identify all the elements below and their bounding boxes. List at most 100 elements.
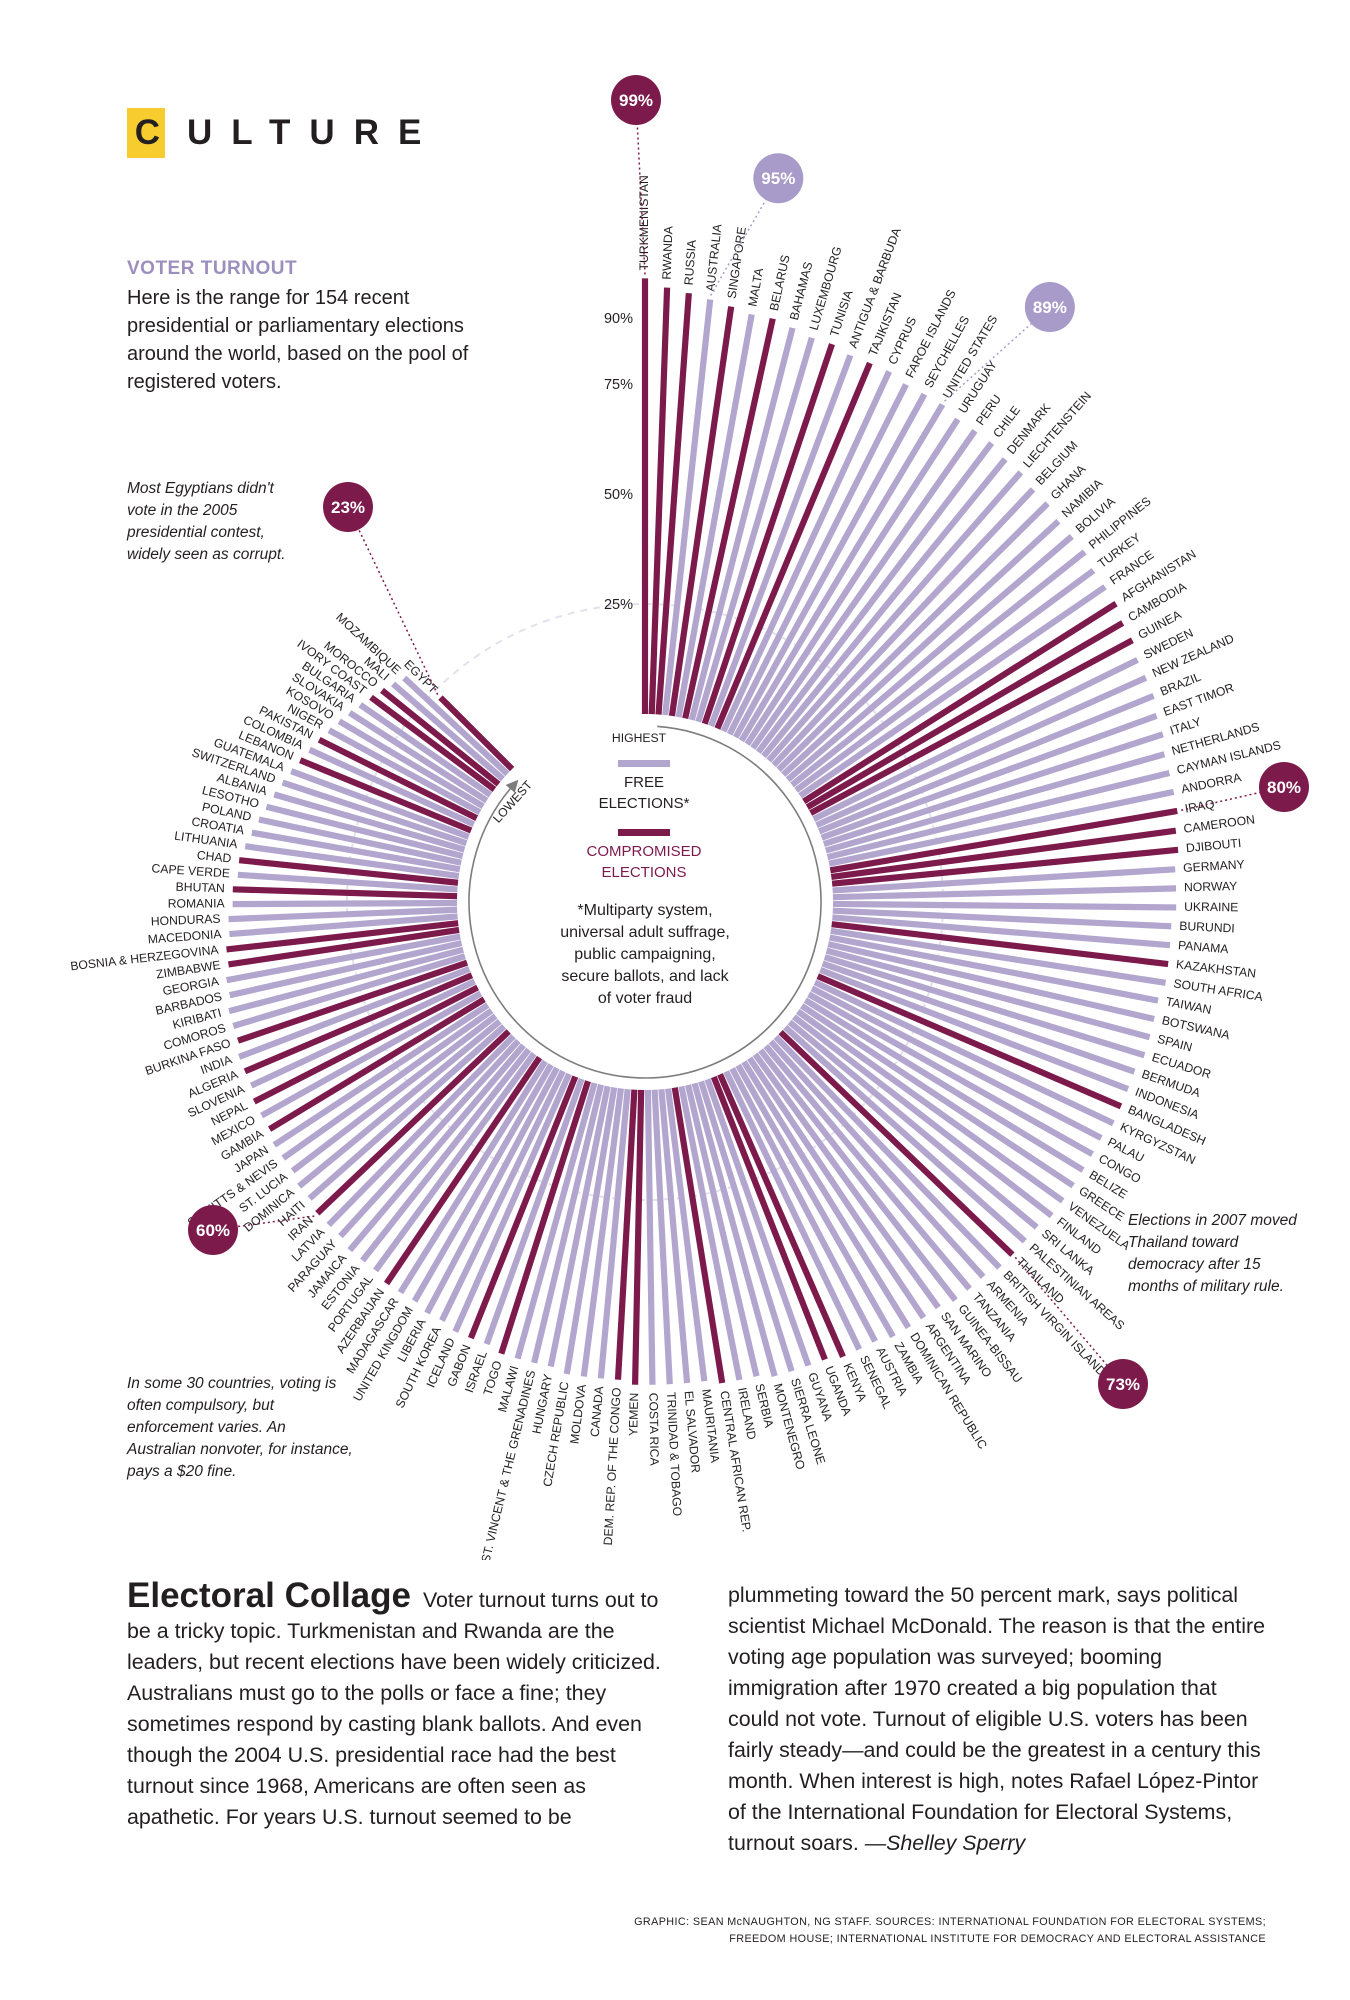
bar-lesotho [265,803,464,860]
footnote-line-1: *Multiparty system, [577,902,712,919]
bar-macedonia [229,913,458,938]
bar-taiwan [829,934,1159,1004]
bar-senegal [723,1070,863,1351]
country-label-italy: ITALY [1168,715,1203,738]
bar-bhutan [232,886,458,900]
bar-kosovo [337,718,485,810]
bar-mali [391,681,505,782]
bar-united-kingdom [411,1063,554,1303]
bar-liberia [424,1066,560,1315]
bar-el-salvador [658,1089,691,1384]
bar-sri-lanka [787,1019,1039,1230]
bar-estonia [360,1047,532,1263]
bar-barbados [229,940,463,999]
bar-faroe-islands [726,383,909,736]
callout-bubble-iraq [1259,762,1309,812]
article-headline: Electoral Collage [127,1576,411,1615]
bar-switzerland [281,779,468,847]
country-label-macedonia: MACEDONIA [147,927,223,947]
bar-tajikistan [714,361,873,730]
bar-chile [755,441,995,754]
highest-label: HIGHEST [612,731,667,745]
bar-lithuania [244,843,460,880]
scale-tick-label: 50% [604,487,633,503]
country-label-spain: SPAIN [1156,1032,1194,1055]
scale-tick-label: 25% [604,597,633,613]
country-label-iraq: IRAQ [1184,797,1216,816]
bar-jamaica [347,1043,526,1253]
callout-label-iran: 60% [196,1221,230,1240]
bar-yemen [631,1089,645,1385]
country-label-yemen: YEMEN [626,1393,641,1437]
country-label-ukraine: UKRAINE [1184,900,1238,915]
bar-india [238,966,471,1060]
bar-costa-rica [644,1089,656,1385]
bar-netherlands [824,751,1166,854]
bar-guinea [809,637,1134,816]
bar-ghana [776,501,1050,772]
country-label-belarus: BELARUS [767,254,793,313]
country-label-singapore: SINGAPORE [725,226,749,300]
callout-leader-united-states [944,306,1051,402]
country-label-honduras: HONDURAS [151,912,221,929]
header-first-letter: C [134,113,179,152]
credit-line-2: FREEDOM HOUSE; INTERNATIONAL INSTITUTE F… [729,1933,1266,1945]
bar-tanzania [763,1044,972,1291]
header-rest: ULTURE [187,113,441,152]
bar-turkey [794,568,1096,793]
bar-serbia [685,1084,760,1377]
direction-arrowhead [505,779,519,793]
bar-israel [483,1077,585,1346]
bar-armenia [768,1039,986,1279]
callout-label-australia: 95% [761,169,795,188]
country-label-chad: CHAD [196,848,232,865]
country-label-australia: AUSTRALIA [703,223,724,293]
bar-sweden [812,657,1139,822]
bar-ecuador [823,954,1146,1059]
country-label-romania: ROMANIA [168,896,226,910]
bar-uganda [710,1075,828,1361]
bar-czech-republic [563,1086,618,1375]
bar-mauritania [665,1088,708,1382]
bar-bosnia-herzegovina [226,920,459,953]
article-body: Voter turnout turns out to be a tricky t… [127,1583,1266,1855]
center-legend: HIGHEST LOWEST FREE ELECTIONS* COMPROMIS… [465,722,825,1082]
bar-philippines [790,549,1087,788]
bar-trinidad-tobago [651,1089,673,1385]
bar-guinea-bissau [758,1048,958,1303]
compromised-legend-label-1: COMPROMISED [586,843,701,860]
bar-mexico [260,990,483,1119]
bar-egypt [438,695,515,772]
bar-dominica [297,1018,502,1189]
bar-madagascar [397,1059,548,1295]
bar-cyprus [720,370,892,733]
bar-malta [675,313,755,718]
callout-bubble-united-states [1024,282,1075,333]
bar-st-kitts-nevis [281,1008,494,1161]
bar-new-zealand [815,674,1148,829]
country-label-djibouti: DJIBOUTI [1185,836,1242,855]
bar-tunisia [701,343,835,725]
bar-united-states [738,402,946,743]
bar-albania [273,791,466,853]
article-signoff: —Shelley Sperry [864,1831,1026,1855]
bar-ukraine [832,900,1177,911]
bar-andorra [828,788,1175,867]
bar-pakistan [317,736,479,821]
direction-arc [468,725,822,1079]
section-header: C ULTURE [127,108,440,158]
country-label-malta: MALTA [745,266,766,308]
bar-bangladesh [816,973,1123,1110]
bar-norway [832,885,1177,901]
bar-cameroon [830,827,1177,881]
bar-iran [315,1029,511,1216]
bar-sierra-leone [698,1080,795,1373]
bar-haiti [307,1024,507,1201]
bar-russia [655,292,692,715]
callouts: 99% 95% 89% 80% 73% 60% 23% [188,75,1309,1409]
bar-nepal [252,984,479,1105]
bar-south-korea [439,1069,566,1322]
country-label-costa-rica: COSTA RICA [646,1393,661,1467]
bar-singapore [668,306,735,717]
bar-san-marino [752,1052,941,1310]
